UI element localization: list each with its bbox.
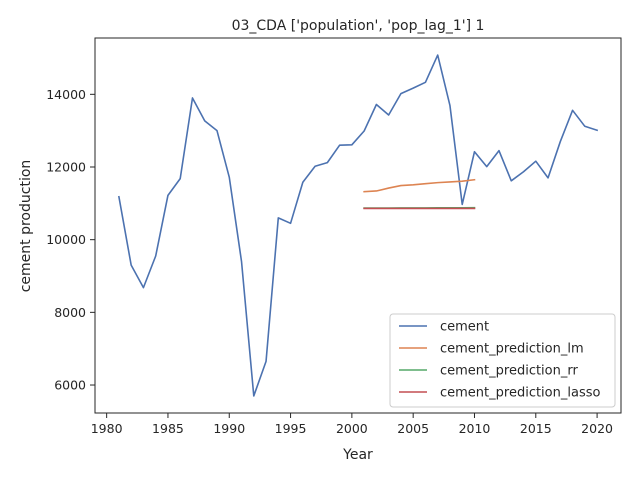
legend: cement cement_prediction_lm cement_predict… (389, 313, 616, 408)
y-axis-label: cement production (18, 160, 34, 293)
x-tick-label: 2015 (520, 421, 552, 436)
legend-item: cement (399, 320, 489, 335)
x-tick-label: 2005 (397, 421, 429, 436)
legend-label: cement_prediction_lasso (440, 386, 600, 401)
y-tick-label: 14000 (46, 87, 86, 102)
legend-item: cement_prediction_lasso (399, 386, 600, 401)
x-axis-label: Year (342, 447, 373, 463)
y-tick-label: 12000 (46, 159, 86, 174)
x-axis-ticks: 1980 1985 1990 1995 2000 2005 2010 2015 2020 (91, 413, 613, 436)
plot-frame (94, 37, 622, 414)
legend-label: cement (440, 320, 489, 335)
legend-item: cement_prediction_lm (399, 342, 584, 357)
legend-item: cement_prediction_rr (399, 364, 578, 379)
x-tick-label: 1985 (152, 421, 184, 436)
legend-box (389, 313, 616, 408)
x-tick-label: 1990 (213, 421, 245, 436)
chart-title: 03_CDA ['population', 'pop_lag_1'] 1 (232, 18, 485, 34)
x-tick-label: 2010 (459, 421, 491, 436)
x-tick-label: 1995 (275, 421, 307, 436)
series-line-cement (117, 54, 599, 397)
y-tick-label: 10000 (46, 232, 86, 247)
legend-label: cement_prediction_lm (440, 342, 584, 357)
x-tick-label: 2000 (336, 421, 368, 436)
x-tick-label: 2020 (581, 421, 613, 436)
y-axis-ticks: 6000 8000 10000 12000 14000 (46, 87, 95, 393)
y-tick-label: 8000 (54, 305, 86, 320)
legend-label: cement_prediction_rr (440, 364, 578, 379)
x-tick-label: 1980 (91, 421, 123, 436)
plot-series (117, 54, 599, 397)
y-tick-label: 6000 (54, 378, 86, 393)
series-line-cement-prediction-lm (363, 178, 476, 193)
